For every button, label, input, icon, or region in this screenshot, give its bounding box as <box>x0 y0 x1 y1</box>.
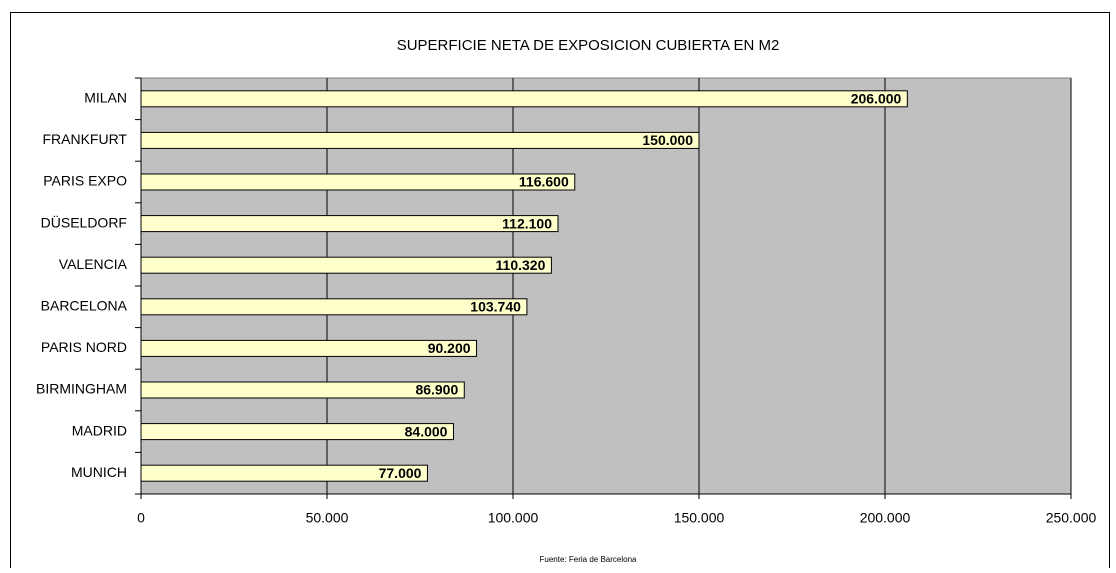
y-tick-label: PARIS EXPO <box>43 173 127 189</box>
bar <box>140 173 576 191</box>
value-label: 84.000 <box>405 423 448 439</box>
bar <box>140 256 552 274</box>
value-label: 103.740 <box>470 299 521 315</box>
y-tick-label: MILAN <box>84 90 127 106</box>
bar <box>140 215 559 233</box>
y-tick-label: DÜSELDORF <box>41 213 127 230</box>
value-label: 112.100 <box>502 215 552 231</box>
x-tick-label: 100.000 <box>488 510 539 526</box>
y-tick-label: VALENCIA <box>59 256 128 272</box>
y-tick-label: FRANKFURT <box>42 131 127 147</box>
bar <box>140 464 428 482</box>
y-tick-label: PARIS NORD <box>41 339 127 355</box>
bar <box>140 381 465 399</box>
x-tick-label: 150.000 <box>674 510 725 526</box>
bar <box>140 131 700 149</box>
value-label: 77.000 <box>379 465 422 481</box>
value-label: 86.900 <box>415 382 458 398</box>
value-label: 110.320 <box>496 257 546 273</box>
value-label: 116.600 <box>519 174 569 190</box>
y-tick-label: MUNICH <box>71 464 127 480</box>
chart-title: SUPERFICIE NETA DE EXPOSICION CUBIERTA E… <box>397 37 780 54</box>
x-tick-label: 200.000 <box>860 510 911 526</box>
value-label: 150.000 <box>642 132 693 148</box>
y-tick-label: BIRMINGHAM <box>36 381 127 397</box>
source-note: Fuente: Feria de Barcelona <box>540 555 637 564</box>
bar <box>140 298 528 316</box>
x-tick-label: 250.000 <box>1046 510 1097 526</box>
y-tick-label: MADRID <box>72 422 127 438</box>
y-tick-label: BARCELONA <box>41 298 128 314</box>
x-tick-label: 50.000 <box>306 510 349 526</box>
value-label: 206.000 <box>851 91 902 107</box>
bar <box>140 423 454 441</box>
x-tick-label: 0 <box>137 510 145 526</box>
bar <box>140 90 908 108</box>
value-label: 90.200 <box>428 340 471 356</box>
bar <box>140 339 478 357</box>
